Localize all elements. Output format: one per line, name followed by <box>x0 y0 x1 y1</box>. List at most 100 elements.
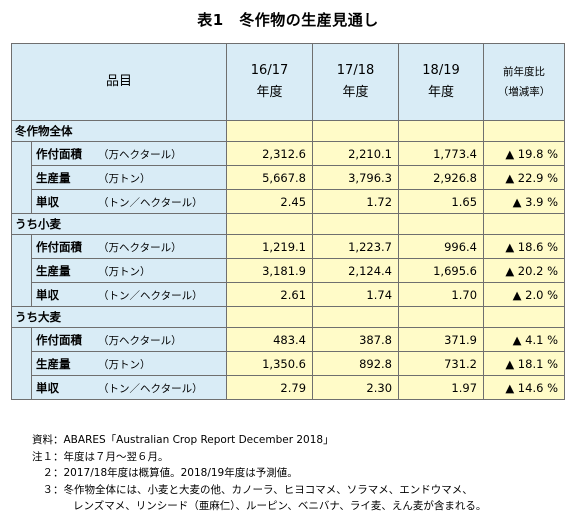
row-label: 単収 （トン／ヘクタール） <box>30 375 228 400</box>
table-row: 作付面積 （万ヘクタール） 2,312.6 2,210.1 1,773.4 ▲ 1… <box>11 141 566 166</box>
page-title: 表1 冬作物の生産見通し <box>197 11 379 29</box>
value-cell: 1,219.1 <box>226 234 314 259</box>
row-label: 作付面積 （万ヘクタール） <box>30 234 228 259</box>
change-cell: ▲ 2.0 % <box>483 282 566 307</box>
note-3-continued: レンズマメ、リンシード（亜麻仁）、ルーピン、ベニバナ、ライ麦、えん麦が含まれる。 <box>73 500 487 512</box>
value-cell: 1,773.4 <box>398 141 485 166</box>
value-cell: 3,796.3 <box>312 165 400 190</box>
value-cell: 2,124.4 <box>312 258 400 283</box>
table-row: 作付面積 （万ヘクタール） 483.4 387.8 371.9 ▲ 4.1 % <box>11 327 566 352</box>
header-year-2-suffix: 年度 <box>342 85 369 100</box>
row-label: 単収 （トン／ヘクタール） <box>30 189 228 214</box>
crop-outlook-table: 品目 16/17 年度 17/18 年度 18/19 年度 前年度比 （増減率）… <box>10 43 566 400</box>
table-row: 単収 （トン／ヘクタール） 2.79 2.30 1.97 ▲ 14.6 % <box>11 375 566 400</box>
section-label: うち大麦 <box>10 306 228 328</box>
header-change-line1: 前年度比 <box>503 66 546 78</box>
value-cell: 483.4 <box>226 327 314 352</box>
header-change: 前年度比 （増減率） <box>483 43 566 121</box>
header-item: 品目 <box>10 43 228 121</box>
row-label-text: 単収 <box>36 287 59 302</box>
change-cell: ▲ 22.9 % <box>483 165 566 190</box>
row-label: 生産量 （万トン） <box>30 258 228 283</box>
row-label: 生産量 （万トン） <box>30 165 228 190</box>
row-unit: （万トン） <box>98 172 151 185</box>
header-year-2: 17/18 年度 <box>312 43 400 121</box>
table-row: 単収 （トン／ヘクタール） 2.45 1.72 1.65 ▲ 3.9 % <box>11 189 566 214</box>
value-cell: 2.61 <box>226 282 314 307</box>
row-label: 単収 （トン／ヘクタール） <box>30 282 228 307</box>
row-unit: （万ヘクタール） <box>98 334 182 347</box>
table-row: 生産量 （万トン） 5,667.8 3,796.3 2,926.8 ▲ 22.9 … <box>11 165 566 190</box>
header-year-1-suffix: 年度 <box>256 85 283 100</box>
row-unit: （トン／ヘクタール） <box>98 289 203 302</box>
value-cell: 371.9 <box>398 327 485 352</box>
row-unit: （トン／ヘクタール） <box>98 196 203 209</box>
value-cell: 3,181.9 <box>226 258 314 283</box>
row-label: 作付面積 （万ヘクタール） <box>30 327 228 352</box>
note-1: 注１：年度は７月～翌６月。 <box>32 450 169 463</box>
value-cell: 387.8 <box>312 327 400 352</box>
header-year-1-year: 16/17 <box>250 63 289 78</box>
change-cell: ▲ 20.2 % <box>483 258 566 283</box>
row-unit: （トン／ヘクタール） <box>98 382 203 395</box>
value-cell: 1,695.6 <box>398 258 485 283</box>
value-cell: 5,667.8 <box>226 165 314 190</box>
value-cell: 2,926.8 <box>398 165 485 190</box>
row-label: 生産量 （万トン） <box>30 351 228 376</box>
value-cell: 731.2 <box>398 351 485 376</box>
note-3: ３：冬作物全体には、小麦と大麦の他、カノーラ、ヒヨコマメ、ソラマメ、エンドウマメ… <box>32 483 473 496</box>
change-cell: ▲ 18.6 % <box>483 234 566 259</box>
value-cell: 1,350.6 <box>226 351 314 376</box>
value-cell: 1,223.7 <box>312 234 400 259</box>
value-cell: 1.70 <box>398 282 485 307</box>
table-row: 作付面積 （万ヘクタール） 1,219.1 1,223.7 996.4 ▲ 18.… <box>11 234 566 259</box>
row-label-text: 生産量 <box>36 170 71 185</box>
row-unit: （万トン） <box>98 358 151 371</box>
row-label-text: 単収 <box>36 194 59 209</box>
row-unit: （万ヘクタール） <box>98 148 182 161</box>
value-cell: 2,312.6 <box>226 141 314 166</box>
change-cell: ▲ 18.1 % <box>483 351 566 376</box>
table-row: 生産量 （万トン） 1,350.6 892.8 731.2 ▲ 18.1 % <box>11 351 566 376</box>
header-row: 品目 16/17 年度 17/18 年度 18/19 年度 前年度比 （増減率） <box>10 43 566 121</box>
row-label-text: 単収 <box>36 380 59 395</box>
value-cell: 2.30 <box>312 375 400 400</box>
section-label: うち小麦 <box>10 213 228 235</box>
row-label-text: 生産量 <box>36 356 71 371</box>
header-year-3: 18/19 年度 <box>398 43 485 121</box>
row-label-text: 作付面積 <box>36 332 82 347</box>
table-row: 単収 （トン／ヘクタール） 2.61 1.74 1.70 ▲ 2.0 % <box>11 282 566 307</box>
section-row: 冬作物全体 <box>10 120 566 142</box>
section-row: うち小麦 <box>10 213 566 235</box>
value-cell: 892.8 <box>312 351 400 376</box>
value-cell: 1.72 <box>312 189 400 214</box>
change-cell: ▲ 14.6 % <box>483 375 566 400</box>
section-row: うち大麦 <box>10 306 566 328</box>
change-cell: ▲ 3.9 % <box>483 189 566 214</box>
value-cell: 2.79 <box>226 375 314 400</box>
value-cell: 2.45 <box>226 189 314 214</box>
header-change-line2: （増減率） <box>497 86 551 98</box>
row-unit: （万ヘクタール） <box>98 241 182 254</box>
value-cell: 1.74 <box>312 282 400 307</box>
change-cell: ▲ 19.8 % <box>483 141 566 166</box>
row-label-text: 作付面積 <box>36 239 82 254</box>
header-year-2-year: 17/18 <box>336 63 375 78</box>
footnotes: 資料：ABARES「Australian Crop Report Decembe… <box>32 432 486 515</box>
row-unit: （万トン） <box>98 265 151 278</box>
value-cell: 2,210.1 <box>312 141 400 166</box>
row-label-text: 生産量 <box>36 263 71 278</box>
value-cell: 1.65 <box>398 189 485 214</box>
change-cell: ▲ 4.1 % <box>483 327 566 352</box>
source-note: 資料：ABARES「Australian Crop Report Decembe… <box>32 434 334 446</box>
row-label: 作付面積 （万ヘクタール） <box>30 141 228 166</box>
value-cell: 996.4 <box>398 234 485 259</box>
note-2: ２：2017/18年度は概算値。2018/19年度は予測値。 <box>32 467 298 479</box>
row-label-text: 作付面積 <box>36 146 82 161</box>
value-cell: 1.97 <box>398 375 485 400</box>
header-year-3-year: 18/19 <box>422 63 460 78</box>
section-label: 冬作物全体 <box>10 120 228 142</box>
header-year-1: 16/17 年度 <box>226 43 314 121</box>
header-year-3-suffix: 年度 <box>428 85 455 100</box>
table-row: 生産量 （万トン） 3,181.9 2,124.4 1,695.6 ▲ 20.2 … <box>11 258 566 283</box>
